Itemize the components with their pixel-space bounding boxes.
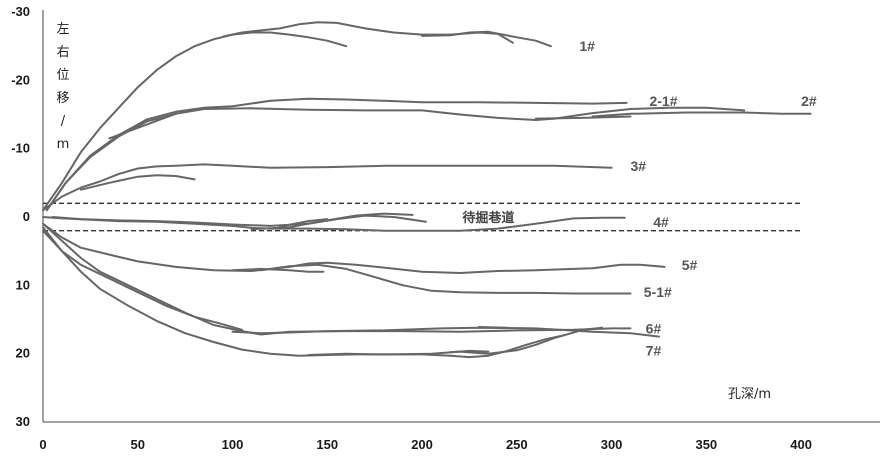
x-tick-labels: 0 50 100 150 200 250 300 350 400 xyxy=(39,437,812,452)
y-tick-label: -10 xyxy=(11,141,30,156)
series-line-1 xyxy=(42,31,348,212)
series-label-5: 5# xyxy=(682,257,698,273)
series-label-6: 6# xyxy=(646,320,662,336)
y-tick-label: -20 xyxy=(11,72,30,87)
x-tick-label: 0 xyxy=(39,437,46,452)
series-line-4 xyxy=(250,212,414,231)
series-curves xyxy=(42,21,812,359)
series-line-7 xyxy=(307,334,566,359)
series-label-2: 2# xyxy=(801,93,817,109)
series-line-2-1 xyxy=(45,97,628,212)
x-tick-label: 100 xyxy=(222,437,244,452)
series-label-1: 1# xyxy=(579,38,595,54)
series-line-4 xyxy=(51,214,427,227)
series-label-2-1: 2-1# xyxy=(649,93,677,109)
series-line-5 xyxy=(42,222,666,274)
series-line-1 xyxy=(421,30,552,48)
y-tick-label: 0 xyxy=(23,209,30,224)
x-tick-label: 150 xyxy=(316,437,338,452)
y-tick-label: 10 xyxy=(16,277,30,292)
series-line-7 xyxy=(449,349,490,354)
series-line-6 xyxy=(42,222,632,336)
roadway-annotation: 待掘巷道 xyxy=(461,210,514,226)
series-line-2 xyxy=(108,112,177,140)
series-label-4: 4# xyxy=(653,214,669,230)
series-line-4 xyxy=(278,218,329,228)
series-label-3: 3# xyxy=(631,158,647,174)
y-tick-labels: -30 -20 -10 0 10 20 30 xyxy=(11,4,30,429)
x-tick-label: 250 xyxy=(506,437,528,452)
roadway-boundary-lines xyxy=(43,202,802,232)
y-tick-label: 30 xyxy=(16,414,30,429)
series-line-5 xyxy=(231,267,325,273)
series-line-7 xyxy=(42,226,604,357)
y-axis-title: 左右位移/m xyxy=(56,22,69,152)
x-axis-title: 孔深/m xyxy=(728,387,771,402)
series-line-6 xyxy=(42,229,243,331)
series-label-5-1: 5-1# xyxy=(644,284,672,300)
y-tick-label: 20 xyxy=(16,346,30,361)
series-line-3 xyxy=(79,174,196,191)
series-line-5-1 xyxy=(260,263,632,295)
series-labels: 1# 2-1# 2# 3# 4# 5# 5-1# 6# 7# xyxy=(579,38,817,358)
x-tick-label: 50 xyxy=(131,437,145,452)
x-tick-label: 300 xyxy=(601,437,623,452)
series-label-7: 7# xyxy=(646,342,662,358)
x-tick-label: 200 xyxy=(411,437,433,452)
series-line-2 xyxy=(591,111,812,118)
series-line-2 xyxy=(534,115,632,120)
y-tick-label: -30 xyxy=(11,4,30,19)
x-tick-label: 400 xyxy=(790,437,812,452)
series-line-6 xyxy=(477,326,509,329)
x-tick-label: 350 xyxy=(695,437,717,452)
series-line-6 xyxy=(231,326,660,338)
series-line-3 xyxy=(42,163,613,212)
